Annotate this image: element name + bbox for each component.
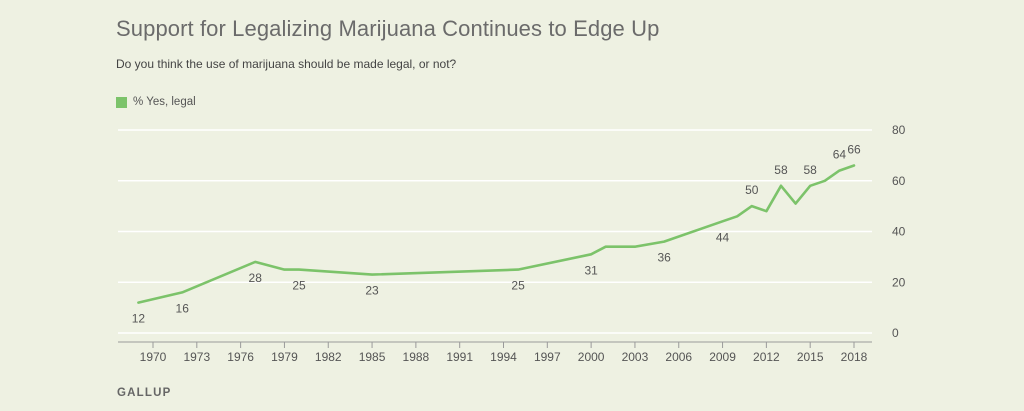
x-tick-label: 1982	[315, 350, 342, 364]
data-label: 12	[132, 312, 146, 326]
x-tick-label: 2012	[753, 350, 780, 364]
y-tick-label: 20	[892, 275, 906, 289]
data-label: 25	[292, 279, 306, 293]
x-tick-label: 2015	[797, 350, 824, 364]
y-tick-label: 80	[892, 123, 906, 137]
legend-swatch	[116, 96, 127, 108]
data-labels: 12 16 28 25 23 25 31 36 44 50 58 58 64 66	[132, 143, 861, 326]
data-label: 58	[804, 163, 818, 177]
x-tick-label: 1991	[446, 350, 473, 364]
x-tick-label: 2000	[578, 350, 605, 364]
x-tick-label: 2006	[665, 350, 692, 364]
chart-title: Support for Legalizing Marijuana Continu…	[116, 16, 660, 41]
data-label: 36	[657, 251, 671, 265]
legend: % Yes, legal	[116, 96, 196, 108]
series-line	[137, 164, 856, 304]
data-label: 25	[511, 279, 525, 293]
y-tick-label: 0	[892, 326, 899, 340]
x-tick-label: 1979	[271, 350, 298, 364]
x-tick-label: 1970	[140, 350, 167, 364]
data-label: 16	[176, 301, 190, 315]
x-tick-label: 1976	[227, 350, 254, 364]
data-label: 44	[716, 230, 730, 244]
data-label: 31	[584, 263, 598, 277]
y-tick-label: 60	[892, 174, 906, 188]
chart-subtitle: Do you think the use of marijuana should…	[116, 57, 457, 71]
source-label: GALLUP	[117, 387, 172, 399]
x-tick-label: 1997	[534, 350, 561, 364]
x-tick-label: 2003	[622, 350, 649, 364]
data-label: 23	[365, 284, 379, 298]
x-tick-label: 1973	[183, 350, 210, 364]
data-label: 64	[833, 148, 847, 162]
data-label: 58	[774, 163, 788, 177]
x-tick-label: 1988	[403, 350, 430, 364]
gridlines	[118, 129, 872, 334]
data-label: 28	[249, 271, 263, 285]
y-axis-ticks: 0 20 40 60 80	[892, 123, 906, 340]
x-tick-label: 2009	[709, 350, 736, 364]
x-tick-label: 1994	[490, 350, 517, 364]
data-label: 66	[847, 143, 861, 157]
y-tick-label: 40	[892, 225, 906, 239]
legend-label: % Yes, legal	[133, 96, 196, 108]
x-axis-ticks: 1970 1973 1976 1979 1982 1985 1988 1991 1994 1997…	[118, 341, 872, 364]
data-label: 50	[745, 183, 759, 197]
x-tick-label: 1985	[359, 350, 386, 364]
x-tick-label: 2018	[841, 350, 868, 364]
series-lines	[137, 164, 856, 304]
